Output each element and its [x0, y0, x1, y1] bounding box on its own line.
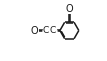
Text: O: O — [31, 25, 39, 36]
Text: O: O — [66, 4, 73, 14]
Text: C: C — [43, 26, 49, 35]
Text: C: C — [50, 26, 56, 35]
